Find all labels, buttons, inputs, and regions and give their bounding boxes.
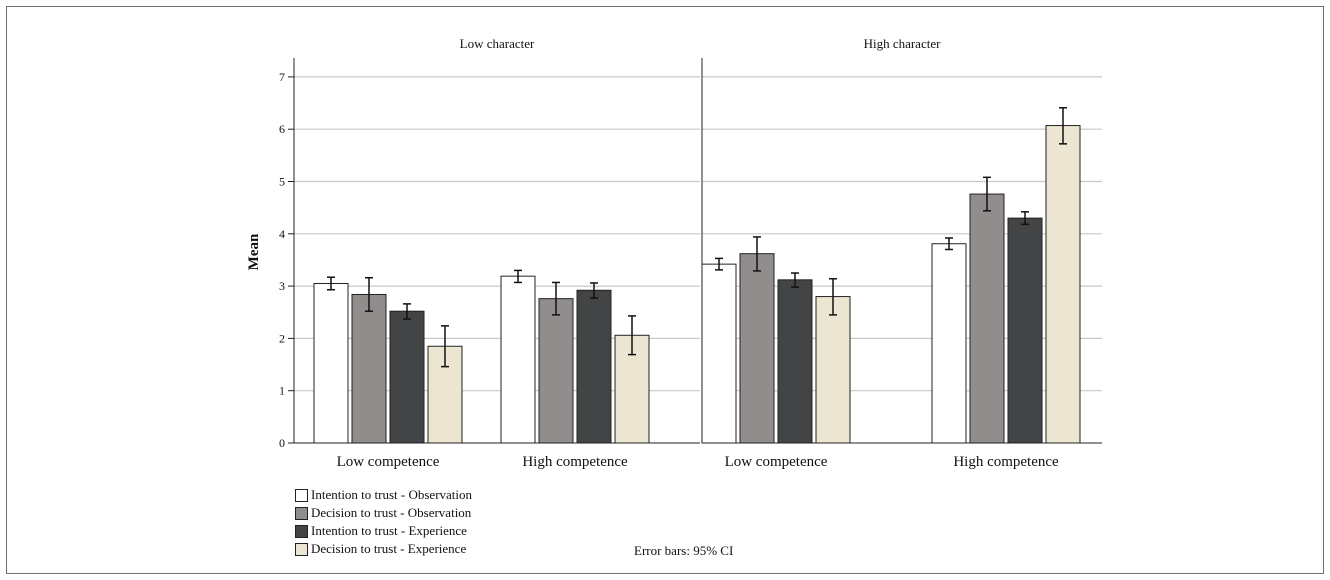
bar-intention-observation [931,243,967,444]
legend-label: Decision to trust - Observation [311,505,472,520]
legend-item: Intention to trust - Experience [295,522,472,540]
x-category-label: Low competence [337,454,440,470]
bar-intention-observation [500,275,536,444]
legend-label: Decision to trust - Experience [311,541,467,556]
y-tick-label: 2 [279,331,285,345]
x-category-label: Low competence [725,454,828,470]
figure-frame [6,6,1324,574]
bar-decision-observation [538,298,574,444]
panel-title-high-character: High character [864,36,942,51]
bar-intention-experience [576,289,612,444]
y-tick-label: 1 [279,384,285,398]
legend-swatch-intention-observation [295,488,308,502]
y-tick-label: 4 [279,227,285,241]
y-tick-label: 3 [279,279,285,293]
legend-swatch-decision-observation [295,506,308,520]
bar-intention-observation [313,282,349,444]
y-tick-label: 6 [279,122,285,136]
legend-swatch-decision-experience [295,542,308,556]
y-tick-label: 5 [279,175,285,189]
bar-decision-observation [969,193,1005,444]
legend-item: Decision to trust - Observation [295,504,472,522]
legend-item: Intention to trust - Observation [295,486,472,504]
legend-item: Decision to trust - Experience [295,540,472,558]
bar-intention-observation [701,263,737,444]
bar-decision-experience [815,296,851,444]
bar-intention-experience [777,279,813,444]
x-category-label: High competence [953,454,1059,470]
error-bars-caption: Error bars: 95% CI [634,543,734,558]
x-category-label: High competence [522,454,628,470]
legend-swatch-intention-experience [295,524,308,538]
legend-label: Intention to trust - Observation [311,487,473,502]
bar-decision-observation [351,293,387,444]
bar-intention-experience [1007,217,1043,444]
legend: Intention to trust - Observation Decisio… [295,486,472,558]
legend-label: Intention to trust - Experience [311,523,467,538]
panel-title-low-character: Low character [460,36,535,51]
y-axis-title: Mean [246,233,262,270]
y-tick-label: 7 [279,70,285,84]
y-tick-label: 0 [279,436,285,450]
bar-intention-experience [389,310,425,444]
bar-decision-observation [739,253,775,444]
bar-decision-experience [1045,125,1081,444]
